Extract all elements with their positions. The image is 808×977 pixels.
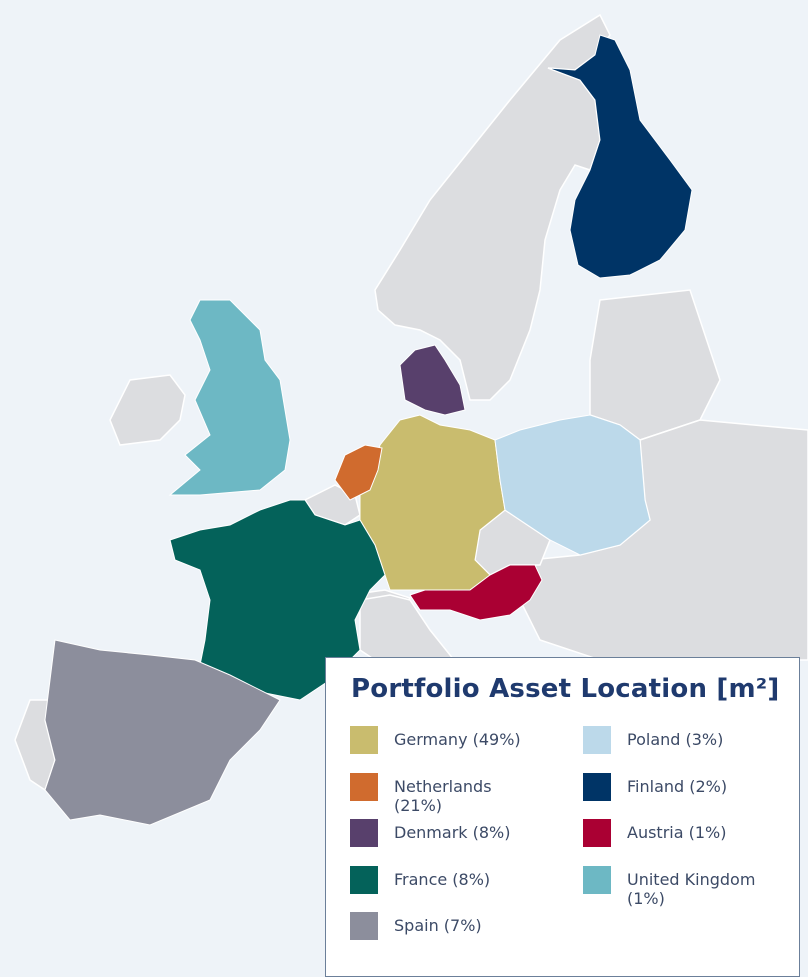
ireland — [109, 374, 186, 446]
legend-swatch — [350, 865, 378, 894]
legend-swatch — [583, 772, 611, 801]
country — [494, 414, 651, 556]
legend-item: Netherlands (21%) — [350, 772, 534, 815]
legend-item: Spain (7%) — [350, 912, 534, 940]
legend-label: Denmark (8%) — [394, 823, 511, 842]
legend-label: Germany (49%) — [394, 730, 521, 749]
legend-item: France (8%) — [350, 865, 534, 894]
country — [334, 444, 383, 501]
legend-label: France (8%) — [394, 869, 491, 889]
legend-item: Germany (49%) — [350, 726, 534, 754]
legend-label: Poland (3%) — [627, 730, 724, 749]
legend-item: United Kingdom (1%) — [583, 865, 767, 908]
legend-label: United Kingdom (1%) — [627, 869, 756, 908]
legend-label: Austria (1%) — [627, 823, 727, 842]
baltics — [589, 289, 721, 441]
legend-swatch — [583, 865, 611, 894]
legend-swatch — [350, 772, 378, 801]
legend-swatch — [350, 726, 378, 754]
country — [44, 639, 281, 826]
legend-label: Finland (2%) — [627, 776, 728, 796]
legend-item: Finland (2%) — [583, 772, 767, 801]
country — [169, 499, 386, 701]
country — [547, 34, 693, 279]
legend-title: Portfolio Asset Location [m²] — [351, 674, 780, 704]
legend-swatch — [583, 726, 611, 754]
legend-item: Austria (1%) — [583, 819, 767, 847]
country — [168, 299, 291, 496]
legend: Portfolio Asset Location [m²] Germany (4… — [325, 657, 800, 977]
legend-swatch — [350, 912, 378, 940]
legend-swatch — [583, 819, 611, 847]
legend-label: Netherlands (21%) — [394, 776, 492, 815]
legend-item: Poland (3%) — [583, 726, 767, 754]
country — [399, 344, 466, 416]
legend-item: Denmark (8%) — [350, 819, 534, 847]
legend-label: Spain (7%) — [394, 916, 482, 935]
country — [409, 564, 543, 621]
legend-swatch — [350, 819, 378, 847]
